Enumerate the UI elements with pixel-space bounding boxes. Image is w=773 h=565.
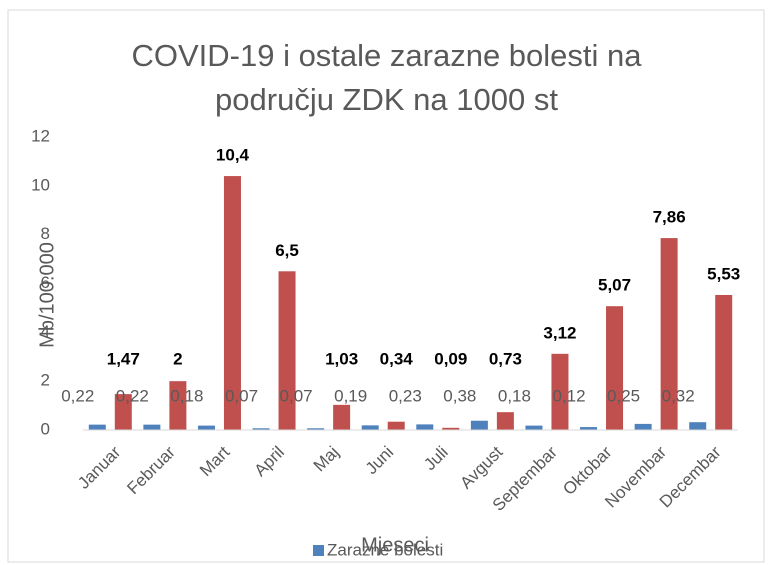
bar — [689, 422, 707, 430]
bar — [551, 353, 569, 430]
data-label: 0,09 — [434, 349, 467, 368]
bar — [88, 424, 106, 430]
data-label: 2 — [173, 349, 182, 368]
x-tick-label: Februar — [123, 442, 179, 498]
x-axis-label: Mjeseci — [361, 534, 429, 556]
bar — [169, 381, 187, 430]
bar — [197, 425, 215, 430]
y-tick-label: 2 — [41, 371, 50, 390]
x-tick-label: Avgust — [456, 442, 506, 492]
x-tick-label: Januar — [74, 442, 124, 492]
bar — [442, 427, 460, 430]
data-label: 0,38 — [443, 386, 476, 405]
data-label: 0,32 — [662, 386, 695, 405]
bar — [252, 428, 270, 430]
bar — [715, 294, 733, 430]
data-label: 0,23 — [389, 386, 422, 405]
x-tick-label: April — [251, 443, 288, 480]
data-label: 0,18 — [170, 386, 203, 405]
bar — [223, 176, 241, 430]
data-label: 0,73 — [489, 349, 522, 368]
x-tick-label: Juni — [362, 443, 397, 478]
bar — [470, 420, 488, 430]
data-label: 5,53 — [707, 264, 740, 283]
bar — [143, 424, 161, 430]
y-tick-label: 8 — [41, 224, 50, 243]
legend-swatch — [313, 545, 324, 556]
data-label: 5,07 — [598, 276, 631, 295]
data-label: 10,4 — [216, 146, 250, 165]
bar — [387, 421, 405, 430]
bar — [333, 404, 351, 430]
x-tick-label: Juli — [420, 443, 451, 474]
bar — [634, 423, 652, 430]
y-tick-label: 12 — [31, 126, 50, 145]
y-axis-label: Mb/100.000 — [36, 242, 58, 348]
data-label: 3,12 — [543, 323, 576, 342]
y-tick-label: 4 — [41, 322, 50, 341]
data-label: 0,12 — [552, 386, 585, 405]
bar — [580, 427, 598, 430]
data-label: 1,47 — [107, 349, 140, 368]
y-tick-label: 0 — [41, 419, 50, 438]
data-label: 1,03 — [325, 349, 358, 368]
data-label: 0,25 — [607, 386, 640, 405]
bar — [525, 425, 543, 430]
legend-label: Zarazne bolesti — [327, 540, 443, 559]
bar — [361, 425, 379, 430]
x-tick-label: Maj — [310, 443, 343, 476]
bar — [496, 412, 514, 430]
data-label: 0,22 — [116, 386, 149, 405]
chart-title: COVID-19 i ostale zarazne bolesti na pod… — [131, 38, 642, 117]
data-label: 0,07 — [280, 386, 313, 405]
bar — [278, 271, 296, 430]
bar — [307, 428, 325, 430]
data-label: 0,22 — [61, 386, 94, 405]
y-tick-label: 6 — [41, 273, 50, 292]
data-label: 0,19 — [334, 386, 367, 405]
x-tick-label: Mart — [196, 442, 234, 480]
bar — [416, 424, 434, 430]
bar — [114, 394, 132, 430]
y-tick-label: 10 — [31, 175, 50, 194]
chart-border — [7, 9, 765, 563]
data-label: 0,18 — [498, 386, 531, 405]
bar — [660, 238, 678, 430]
data-label: 0,07 — [225, 386, 258, 405]
data-label: 7,86 — [653, 208, 686, 227]
data-label: 0,34 — [380, 349, 414, 368]
x-tick-label: Oktobar — [559, 442, 615, 498]
data-label: 6,5 — [275, 241, 299, 260]
bar — [606, 306, 624, 430]
